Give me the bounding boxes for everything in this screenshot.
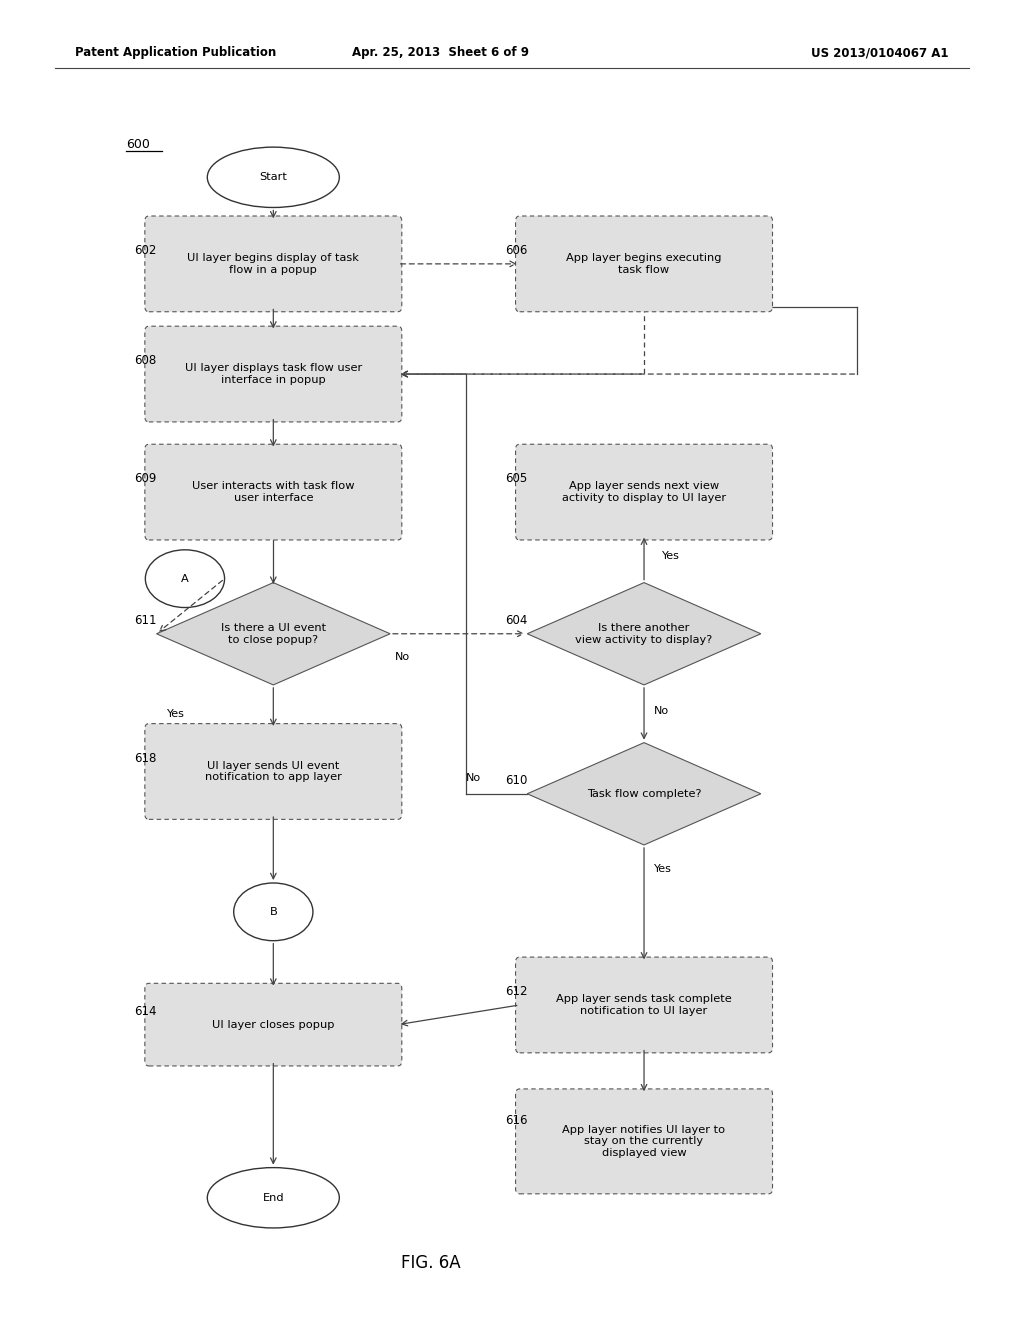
Text: FIG. 6A: FIG. 6A [401,1254,461,1272]
FancyBboxPatch shape [515,957,772,1053]
Text: Start: Start [259,173,288,182]
Text: UI layer closes popup: UI layer closes popup [212,1019,335,1030]
Ellipse shape [207,1168,339,1228]
Text: 612: 612 [505,985,527,998]
FancyBboxPatch shape [144,326,401,422]
Text: 605: 605 [505,473,527,486]
Polygon shape [527,743,761,845]
Text: No: No [395,652,411,663]
Text: 600: 600 [126,139,150,150]
Text: 606: 606 [505,244,527,257]
Text: 618: 618 [134,752,157,764]
Text: UI layer sends UI event
notification to app layer: UI layer sends UI event notification to … [205,760,342,783]
Text: Apr. 25, 2013  Sheet 6 of 9: Apr. 25, 2013 Sheet 6 of 9 [352,46,529,59]
Text: Is there a UI event
to close popup?: Is there a UI event to close popup? [221,623,326,644]
FancyBboxPatch shape [515,1089,772,1193]
Text: Yes: Yes [654,863,672,874]
Text: Yes: Yes [167,709,184,719]
Text: 614: 614 [134,1005,157,1018]
Text: 611: 611 [134,614,157,627]
Text: Patent Application Publication: Patent Application Publication [75,46,276,59]
Text: App layer notifies UI layer to
stay on the currently
displayed view: App layer notifies UI layer to stay on t… [562,1125,726,1158]
Text: 609: 609 [134,473,157,486]
Polygon shape [527,582,761,685]
Text: UI layer begins display of task
flow in a popup: UI layer begins display of task flow in … [187,253,359,275]
Text: No: No [466,774,481,783]
Text: A: A [181,574,188,583]
FancyBboxPatch shape [515,445,772,540]
Text: Yes: Yes [663,552,680,561]
Text: Task flow complete?: Task flow complete? [587,789,701,799]
Text: 610: 610 [505,774,527,787]
Text: No: No [654,706,670,717]
Ellipse shape [145,550,224,607]
Text: App layer sends task complete
notification to UI layer: App layer sends task complete notificati… [556,994,732,1016]
Text: End: End [262,1193,284,1203]
Text: 616: 616 [505,1114,527,1127]
Text: App layer begins executing
task flow: App layer begins executing task flow [566,253,722,275]
Text: 604: 604 [505,614,527,627]
Text: User interacts with task flow
user interface: User interacts with task flow user inter… [193,482,354,503]
Text: App layer sends next view
activity to display to UI layer: App layer sends next view activity to di… [562,482,726,503]
Ellipse shape [233,883,313,941]
FancyBboxPatch shape [515,216,772,312]
FancyBboxPatch shape [144,216,401,312]
FancyBboxPatch shape [144,445,401,540]
Text: Is there another
view activity to display?: Is there another view activity to displa… [575,623,713,644]
Text: 602: 602 [134,244,157,257]
FancyBboxPatch shape [144,723,401,820]
Text: UI layer displays task flow user
interface in popup: UI layer displays task flow user interfa… [184,363,361,385]
Text: 608: 608 [134,355,157,367]
Text: B: B [269,907,278,917]
Text: US 2013/0104067 A1: US 2013/0104067 A1 [811,46,949,59]
FancyBboxPatch shape [144,983,401,1067]
Ellipse shape [207,147,339,207]
Polygon shape [157,582,390,685]
